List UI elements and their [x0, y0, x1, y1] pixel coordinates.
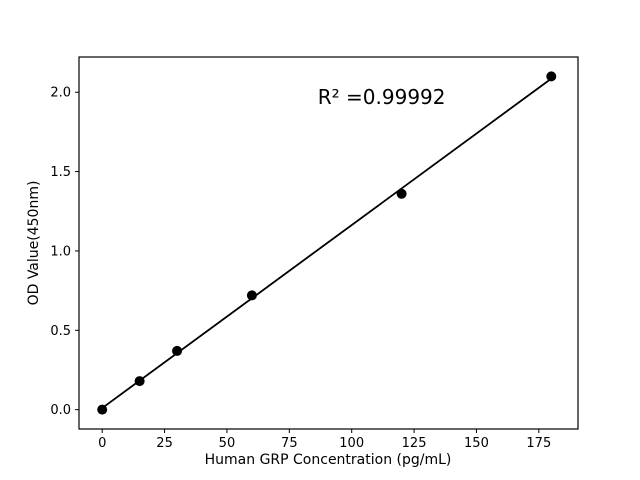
y-tick-label: 0.0 — [50, 403, 71, 418]
data-point — [97, 404, 108, 415]
x-tick-label: 25 — [156, 436, 173, 451]
x-tick-label: 100 — [339, 436, 364, 451]
y-tick-label: 0.5 — [50, 324, 71, 339]
data-point — [246, 290, 257, 301]
data-point — [172, 345, 183, 356]
fit-line — [101, 77, 553, 409]
axes-frame — [78, 56, 579, 430]
x-axis-label: Human GRP Concentration (pg/mL) — [204, 452, 452, 468]
x-tick-label: 50 — [219, 436, 236, 451]
y-tick-label: 2.0 — [50, 86, 71, 101]
data-point — [396, 188, 407, 199]
y-tick-label: 1.0 — [50, 244, 71, 259]
y-tick-label: 1.5 — [50, 165, 71, 180]
x-tick-label: 75 — [281, 436, 298, 451]
x-tick-label: 175 — [526, 436, 551, 451]
y-axis-label: OD Value(450nm) — [26, 180, 42, 306]
x-tick-label: 150 — [464, 436, 489, 451]
data-point — [546, 71, 557, 82]
data-point — [134, 376, 145, 387]
x-tick-label: 125 — [402, 436, 427, 451]
r-squared-annotation: R² =0.99992 — [317, 84, 446, 109]
x-tick-label: 0 — [98, 436, 106, 451]
